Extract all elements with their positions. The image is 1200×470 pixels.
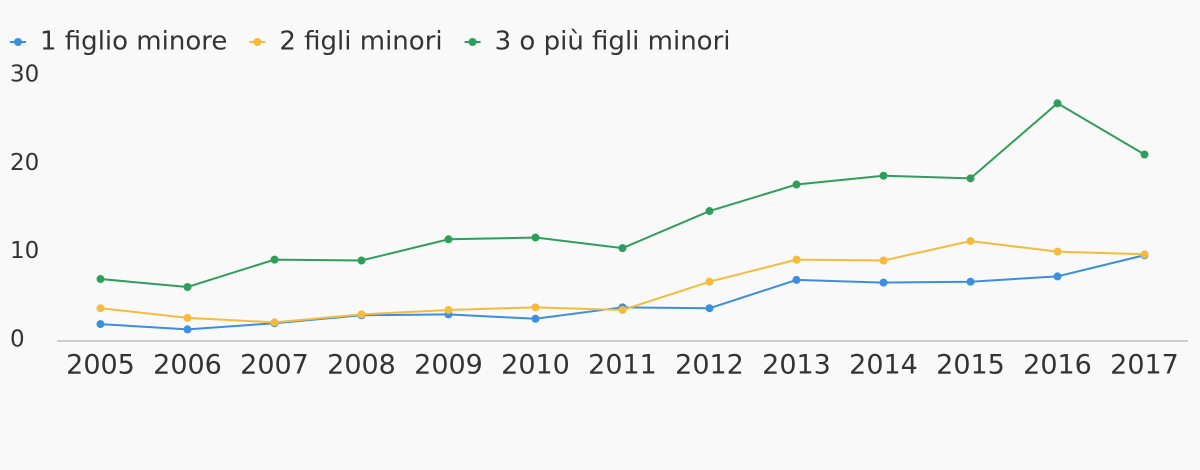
legend-marker — [253, 38, 262, 46]
data-point — [966, 237, 975, 246]
x-tick-label: 2008 — [327, 350, 396, 381]
data-point — [183, 313, 192, 322]
x-tick-label: 2016 — [1023, 350, 1092, 381]
data-point — [792, 275, 801, 284]
data-point — [1140, 150, 1149, 159]
data-point — [1053, 247, 1062, 256]
data-point — [879, 256, 888, 265]
data-point — [1053, 272, 1062, 281]
x-tick-label: 2017 — [1110, 350, 1179, 381]
data-point — [531, 303, 540, 312]
data-point — [444, 305, 453, 314]
data-point — [966, 174, 975, 183]
data-point — [618, 305, 627, 314]
x-tick-label: 2006 — [153, 350, 222, 381]
data-point — [183, 325, 192, 334]
data-point — [792, 180, 801, 189]
data-point — [183, 283, 192, 291]
legend-label: 2 figli minori — [279, 27, 442, 57]
x-tick-label: 2012 — [675, 350, 744, 381]
y-tick-label: 10 — [10, 238, 39, 264]
series-line — [100, 102, 1146, 289]
data-point — [705, 207, 714, 216]
data-point — [618, 244, 627, 253]
data-point — [96, 304, 105, 313]
x-tick-label: 2010 — [501, 350, 570, 381]
data-point — [1053, 99, 1062, 108]
data-point — [705, 277, 714, 286]
series-line — [100, 254, 1145, 331]
legend-label: 3 o più figli minori — [495, 27, 731, 57]
data-point — [531, 314, 540, 323]
x-tick-label: 2009 — [414, 350, 483, 381]
y-tick-label: 0 — [10, 327, 25, 353]
x-tick-label: 2013 — [762, 350, 831, 381]
data-point — [270, 318, 279, 327]
data-point — [879, 278, 888, 287]
data-point — [966, 277, 975, 286]
legend-marker — [468, 38, 477, 46]
legend-marker — [14, 38, 22, 46]
x-tick-label: 2011 — [588, 350, 657, 381]
x-tick-label: 2005 — [66, 350, 135, 381]
y-tick-label: 20 — [10, 150, 39, 176]
x-tick-label: 2007 — [240, 350, 309, 381]
data-point — [96, 275, 105, 284]
x-tick-label: 2015 — [936, 350, 1005, 381]
y-tick-label: 30 — [10, 62, 39, 88]
data-point — [444, 235, 453, 244]
data-point — [357, 310, 366, 319]
legend-label: 1 figlio minore — [40, 27, 227, 57]
data-point — [270, 255, 279, 264]
data-point — [879, 171, 888, 180]
data-point — [357, 256, 366, 265]
data-point — [705, 304, 714, 313]
data-point — [531, 233, 540, 242]
data-point — [96, 320, 105, 329]
x-tick-label: 2014 — [849, 350, 918, 381]
data-point — [1140, 250, 1149, 259]
data-point — [792, 255, 801, 264]
